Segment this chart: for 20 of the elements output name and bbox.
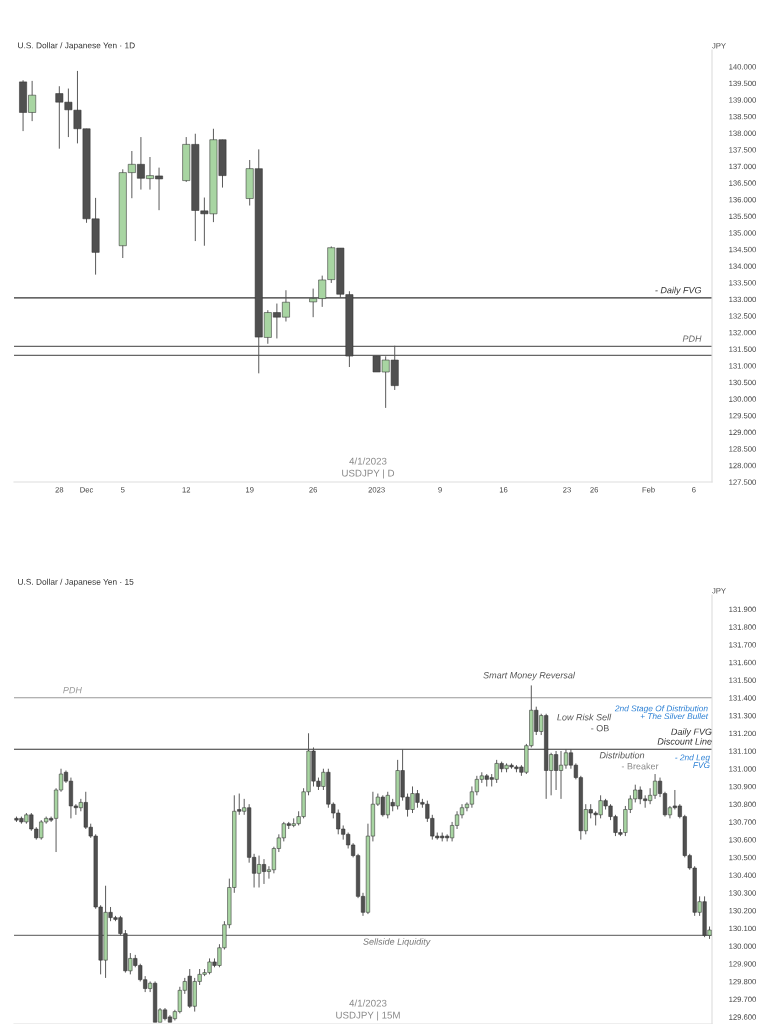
annotation: - OB bbox=[591, 725, 609, 732]
chart-title: U.S. Dollar / Japanese Yen · 1D bbox=[18, 42, 135, 50]
annotation: Distribution bbox=[599, 751, 645, 759]
chart-title: U.S. Dollar / Japanese Yen · 15 bbox=[18, 578, 134, 587]
annotation: Low Risk Sell bbox=[557, 713, 612, 721]
candlestick bbox=[256, 855, 262, 888]
annotation: 2nd Stage Of Distribution + The Silver Bullet bbox=[614, 705, 709, 720]
candlestick bbox=[261, 858, 267, 885]
annotation: 4/1/2023 bbox=[349, 999, 387, 1007]
annotation: Smart Money Reversal bbox=[483, 671, 576, 681]
ref-line-label: PDH bbox=[682, 335, 702, 342]
annotation: USDJPY | 15M bbox=[336, 1011, 400, 1021]
annotation: - 2nd Leg FVG bbox=[675, 754, 710, 769]
ref-line-label: - Daily FVG bbox=[655, 286, 702, 296]
annotation: USDJPY | D bbox=[342, 469, 395, 479]
ref-line-label: Sellside Liquidity bbox=[363, 938, 431, 947]
annotation: - Breaker bbox=[621, 762, 659, 770]
ref-line-label: PDH bbox=[63, 686, 82, 694]
annotation: 4/1/2023 bbox=[349, 457, 387, 465]
ref-line-label: Daily FVG Discount Line bbox=[657, 728, 712, 745]
